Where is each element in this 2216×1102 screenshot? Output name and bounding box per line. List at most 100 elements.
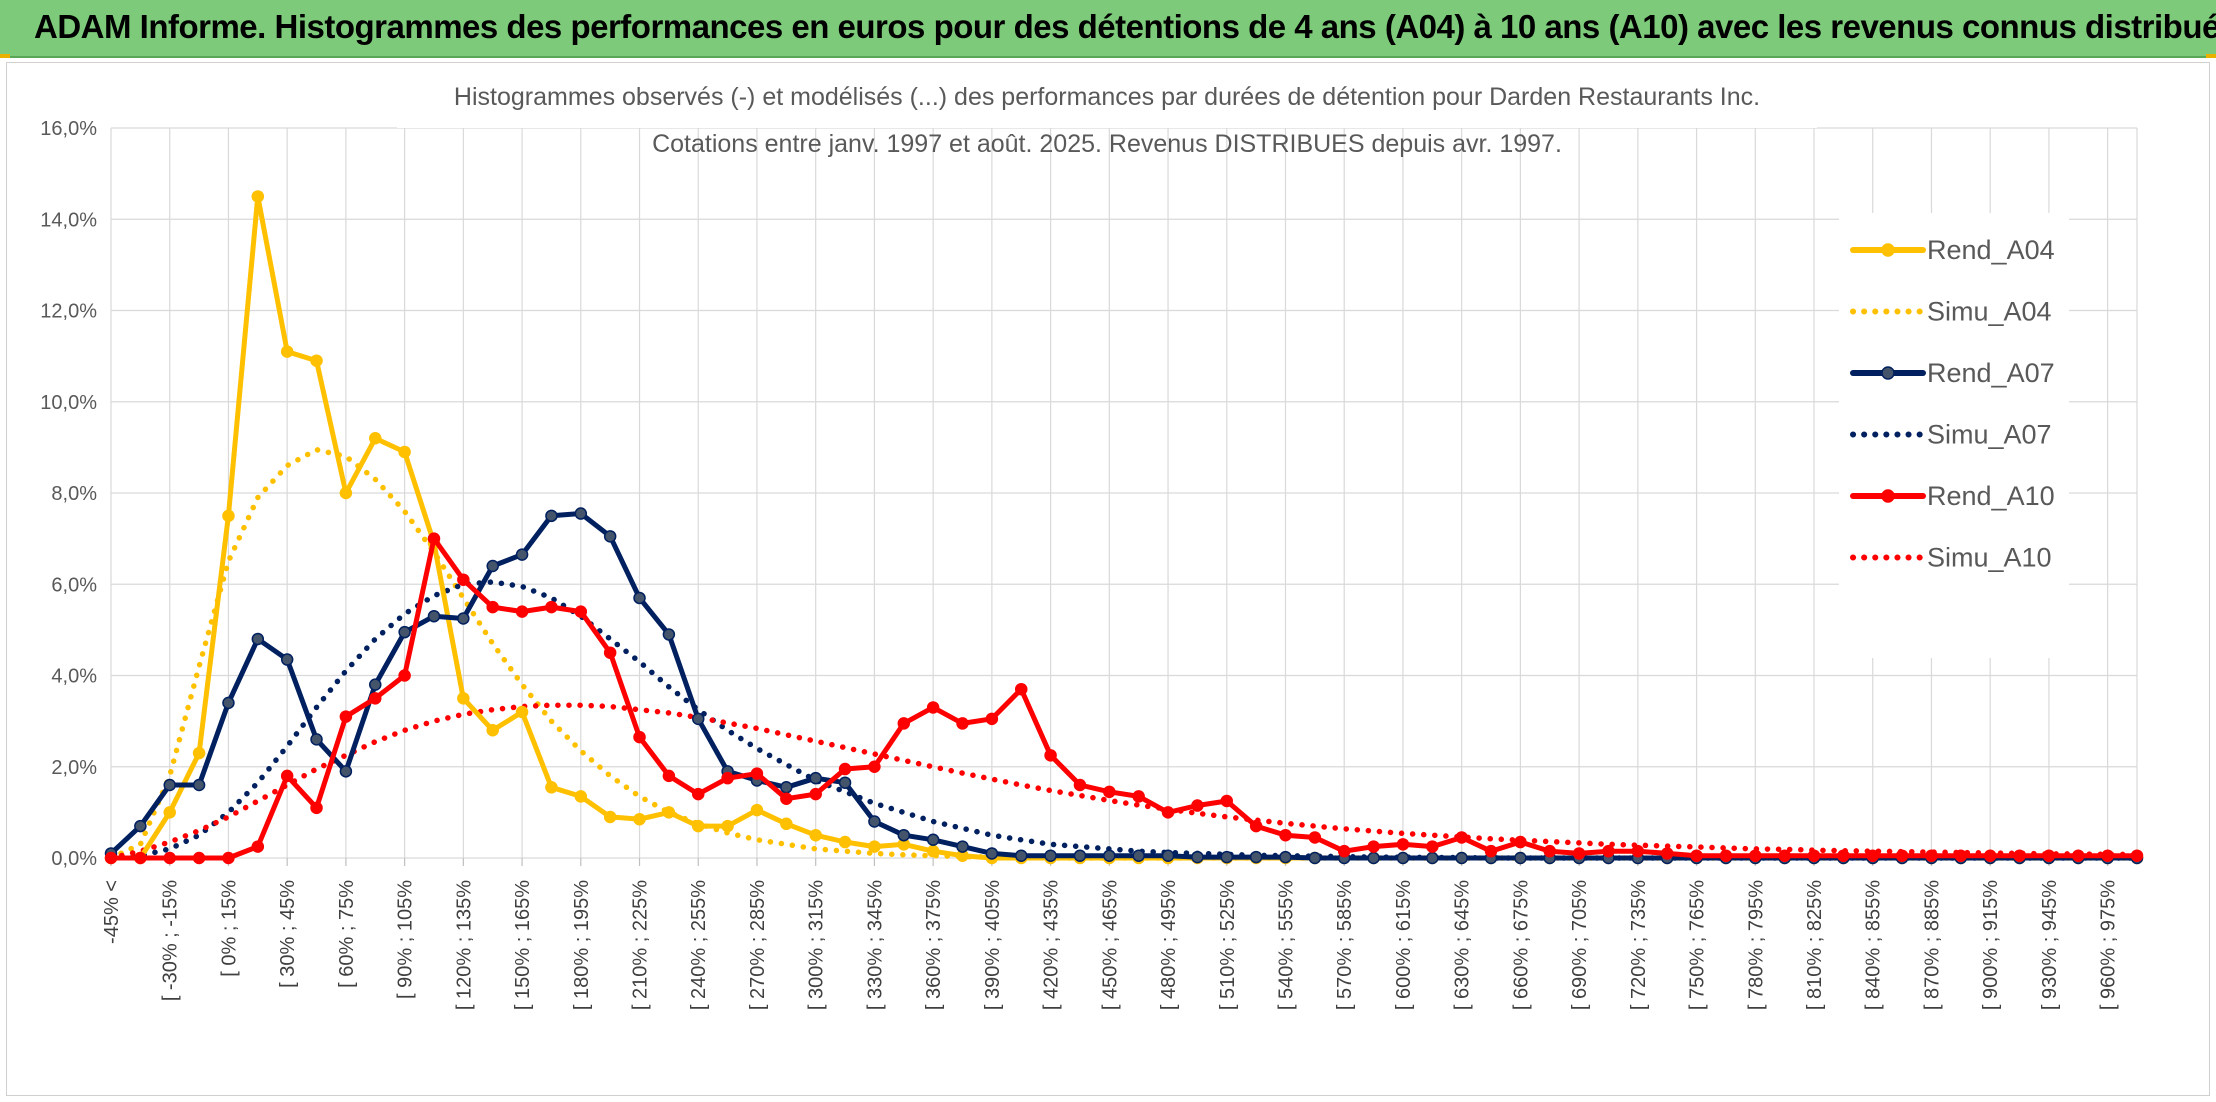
data-point-rend_a10 <box>1220 794 1234 808</box>
legend-label-rend_a07: Rend_A07 <box>1927 358 2055 388</box>
legend-label-simu_a07: Simu_A07 <box>1927 420 2052 450</box>
data-point-rend_a07 <box>1249 850 1263 864</box>
legend-label-rend_a10: Rend_A10 <box>1927 481 2055 511</box>
data-point-rend_a10 <box>163 851 176 865</box>
data-point-rend_a07 <box>809 771 822 785</box>
data-point-rend_a10 <box>1455 831 1468 844</box>
data-point-rend_a10 <box>515 605 529 618</box>
data-point-rend_a07 <box>339 765 353 778</box>
x-tick-label: [ 780% ; 795% <box>1745 880 1767 1010</box>
data-point-rend_a10 <box>1191 799 1204 812</box>
data-point-rend_a10 <box>2072 849 2085 862</box>
data-point-rend_a04 <box>192 746 206 760</box>
data-point-rend_a10 <box>398 669 411 682</box>
data-point-rend_a04 <box>251 190 265 203</box>
data-point-rend_a07 <box>603 530 617 543</box>
x-tick-label: [ 510% ; 525% <box>1217 880 1239 1010</box>
x-tick-label: [ 420% ; 435% <box>1041 880 1063 1010</box>
report-title: ADAM Informe. Histogrammes des performan… <box>34 8 2216 45</box>
data-point-rend_a10 <box>1749 849 1762 862</box>
series-line-rend_a10 <box>108 536 2140 861</box>
data-point-rend_a10 <box>1014 682 1028 696</box>
data-point-rend_a07 <box>192 778 206 792</box>
data-point-rend_a10 <box>691 787 705 801</box>
data-point-rend_a10 <box>1690 849 1703 862</box>
data-point-rend_a07 <box>574 507 588 520</box>
data-point-rend_a10 <box>985 712 999 726</box>
x-tick-label: [ 480% ; 495% <box>1158 880 1180 1010</box>
series-line-rend_a07 <box>108 511 2140 861</box>
data-point-rend_a10 <box>1572 847 1586 860</box>
data-point-rend_a07 <box>1426 851 1439 865</box>
data-point-rend_a04 <box>868 840 881 853</box>
data-point-rend_a10 <box>1044 749 1057 762</box>
data-point-rend_a10 <box>1631 844 1645 858</box>
data-point-rend_a07 <box>1279 850 1292 864</box>
x-tick-label: [ 690% ; 705% <box>1569 880 1591 1010</box>
data-point-rend_a10 <box>1396 838 1410 851</box>
y-tick-label: 6,0% <box>51 574 97 596</box>
data-point-rend_a07 <box>1308 851 1322 865</box>
y-axis-ticks: 0,0% 2,0% 4,0% 6,0% 8,0% 10,0% 12,0% 14,0% 16,0% <box>40 118 97 870</box>
data-point-rend_a07 <box>926 833 940 846</box>
data-point-rend_a10 <box>486 600 499 614</box>
data-point-rend_a07 <box>1191 850 1204 864</box>
x-tick-label: [ 0% ; 15% <box>218 880 240 977</box>
x-tick-label: [ 870% ; 885% <box>1921 880 1943 1010</box>
data-point-rend_a10 <box>1249 819 1263 833</box>
chart-grid <box>110 127 2138 859</box>
data-point-rend_a04 <box>280 345 294 358</box>
data-point-rend_a10 <box>2042 849 2056 862</box>
x-tick-label: [ -30% ; -15% <box>160 880 182 1001</box>
banner-accent-left <box>0 54 10 58</box>
x-tick-label: [ 270% ; 285% <box>747 880 769 1010</box>
y-tick-label: 12,0% <box>40 301 97 323</box>
x-tick-label: [ 840% ; 855% <box>1863 880 1885 1010</box>
chart-title: Histogrammes observés (-) et modélisés (… <box>454 83 1760 111</box>
data-point-rend_a10 <box>633 730 646 744</box>
x-tick-label: [ 60% ; 75% <box>336 880 358 988</box>
y-tick-label: 14,0% <box>40 209 97 231</box>
x-tick-label: [ 330% ; 345% <box>864 880 886 1010</box>
legend-marker-rend_a10 <box>1881 489 1895 503</box>
x-tick-label: [ 570% ; 585% <box>1334 880 1356 1010</box>
data-point-rend_a10 <box>603 646 617 659</box>
data-point-rend_a10 <box>1719 849 1733 862</box>
data-point-rend_a10 <box>339 710 353 723</box>
histogram-chart: 0,0% 2,0% 4,0% 6,0% 8,0% 10,0% 12,0% 14,0% 16,0%… <box>40 64 2144 1010</box>
data-point-rend_a07 <box>251 632 265 646</box>
data-point-rend_a07 <box>1161 849 1175 862</box>
legend-marker-rend_a04 <box>1881 243 1895 257</box>
chart-legend: Rend_A04 Simu_A04 Rend_A07 Simu_A07 Rend_A10… <box>1839 213 2069 658</box>
data-point-rend_a10 <box>1660 847 1674 860</box>
x-tick-label: [ 180% ; 195% <box>571 880 593 1010</box>
data-point-rend_a04 <box>838 835 852 849</box>
data-point-rend_a04 <box>691 819 705 833</box>
x-tick-label: [ 150% ; 165% <box>512 880 534 1010</box>
data-point-rend_a04 <box>163 806 176 819</box>
data-point-rend_a10 <box>721 771 734 785</box>
x-tick-label: [ 300% ; 315% <box>806 880 828 1010</box>
data-point-rend_a10 <box>809 787 822 801</box>
x-tick-label: [ 750% ; 765% <box>1687 880 1709 1010</box>
title-background <box>397 64 1817 128</box>
data-point-rend_a10 <box>369 692 382 705</box>
data-point-rend_a04 <box>457 692 470 705</box>
data-point-rend_a07 <box>457 612 470 625</box>
y-tick-label: 10,0% <box>40 392 97 414</box>
x-tick-label: [ 90% ; 105% <box>395 880 417 999</box>
data-point-rend_a10 <box>1073 778 1087 792</box>
data-point-rend_a10 <box>545 600 558 614</box>
data-point-rend_a07 <box>956 840 969 853</box>
data-point-rend_a10 <box>2013 849 2026 862</box>
data-point-rend_a10 <box>1837 849 1850 862</box>
data-point-rend_a10 <box>280 769 294 783</box>
data-point-rend_a04 <box>369 432 382 445</box>
y-tick-label: 8,0% <box>51 483 97 505</box>
x-tick-label: [ 630% ; 645% <box>1452 880 1474 1010</box>
data-point-rend_a04 <box>662 806 676 819</box>
x-tick-label: [ 120% ; 135% <box>453 880 475 1010</box>
data-point-rend_a04 <box>574 790 588 803</box>
data-point-rend_a07 <box>780 781 793 794</box>
data-point-rend_a07 <box>1455 851 1468 865</box>
